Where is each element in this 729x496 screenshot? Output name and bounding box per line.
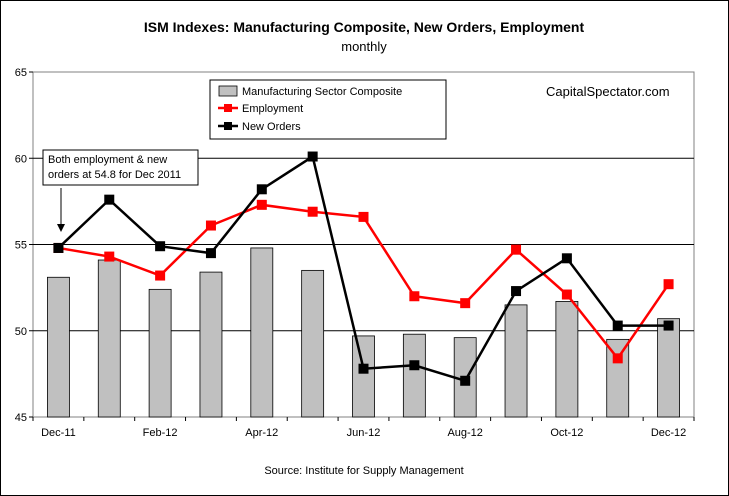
marker-employment bbox=[155, 270, 166, 281]
legend: Manufacturing Sector Composite Employmen… bbox=[209, 79, 447, 140]
marker-new-orders bbox=[612, 320, 623, 331]
marker-new-orders bbox=[307, 151, 318, 162]
bar-composite bbox=[352, 335, 375, 418]
annotation-arrowhead bbox=[57, 224, 65, 232]
watermark: CapitalSpectator.com bbox=[546, 84, 670, 99]
chart-source: Source: Institute for Supply Management bbox=[264, 465, 463, 477]
marker-employment bbox=[104, 251, 115, 262]
marker-employment bbox=[205, 220, 216, 231]
marker-new-orders bbox=[561, 253, 572, 264]
y-tick-label: 45 bbox=[15, 412, 27, 424]
y-axis-ticks: 45 50 55 60 65 bbox=[15, 67, 33, 424]
annotation-line-2: orders at 54.8 for Dec 2011 bbox=[48, 169, 181, 181]
x-tick-label: Oct-12 bbox=[550, 427, 583, 439]
x-tick-label: Feb-12 bbox=[143, 427, 178, 439]
marker-new-orders bbox=[104, 194, 115, 205]
x-tick-label: Dec-12 bbox=[651, 427, 686, 439]
legend-box bbox=[209, 79, 447, 140]
bar-composite bbox=[504, 304, 528, 418]
marker-new-orders bbox=[205, 248, 216, 259]
x-tick-label: Dec-11 bbox=[41, 427, 76, 439]
line-series bbox=[53, 151, 674, 386]
marker-employment bbox=[561, 289, 572, 300]
legend-label-employment: Employment bbox=[242, 103, 303, 115]
chart-subtitle: monthly bbox=[341, 39, 387, 54]
bar-composite bbox=[250, 247, 274, 418]
legend-swatch-composite bbox=[218, 85, 238, 97]
x-tick-label: Jun-12 bbox=[347, 427, 381, 439]
bar-series bbox=[47, 247, 680, 418]
marker-new-orders bbox=[663, 320, 674, 331]
marker-new-orders bbox=[256, 184, 267, 195]
y-tick-label: 65 bbox=[15, 67, 27, 79]
bar-composite bbox=[402, 333, 426, 418]
legend-label-neworders: New Orders bbox=[242, 121, 301, 133]
marker-employment bbox=[256, 199, 267, 210]
bar-composite bbox=[555, 301, 579, 418]
annotation-box bbox=[42, 149, 199, 186]
marker-new-orders bbox=[155, 241, 166, 252]
bar-composite bbox=[97, 259, 121, 418]
y-tick-label: 50 bbox=[15, 326, 27, 338]
y-tick-label: 55 bbox=[15, 240, 27, 252]
marker-new-orders bbox=[358, 363, 369, 374]
marker-employment bbox=[460, 298, 471, 309]
marker-new-orders bbox=[460, 375, 471, 386]
legend-label-composite: Manufacturing Sector Composite bbox=[242, 86, 402, 98]
x-tick-label: Apr-12 bbox=[245, 427, 278, 439]
legend-swatch-neworders-marker bbox=[224, 122, 232, 130]
marker-new-orders bbox=[511, 286, 522, 297]
marker-employment bbox=[511, 244, 522, 255]
bar-composite bbox=[148, 288, 172, 418]
marker-employment bbox=[358, 211, 369, 222]
x-tick-label: Aug-12 bbox=[447, 427, 482, 439]
marker-employment bbox=[307, 206, 318, 217]
legend-swatch-employment-marker bbox=[224, 104, 232, 112]
bar-composite bbox=[657, 318, 680, 418]
bar-composite bbox=[606, 338, 630, 418]
marker-employment bbox=[663, 279, 674, 290]
bar-composite bbox=[47, 276, 70, 418]
annotation-line-1: Both employment & new bbox=[48, 154, 167, 166]
marker-new-orders bbox=[409, 360, 420, 371]
y-tick-label: 60 bbox=[15, 153, 27, 165]
marker-employment bbox=[409, 291, 420, 302]
marker-new-orders bbox=[53, 242, 64, 253]
x-axis-ticks: Dec-11 Feb-12 Apr-12 Jun-12 Aug-12 Oct-12 Dec-… bbox=[32, 417, 695, 439]
chart-title: ISM Indexes: Manufacturing Composite, Ne… bbox=[144, 19, 585, 35]
bar-composite bbox=[301, 269, 325, 418]
marker-employment bbox=[612, 353, 623, 364]
bar-composite bbox=[199, 271, 223, 418]
